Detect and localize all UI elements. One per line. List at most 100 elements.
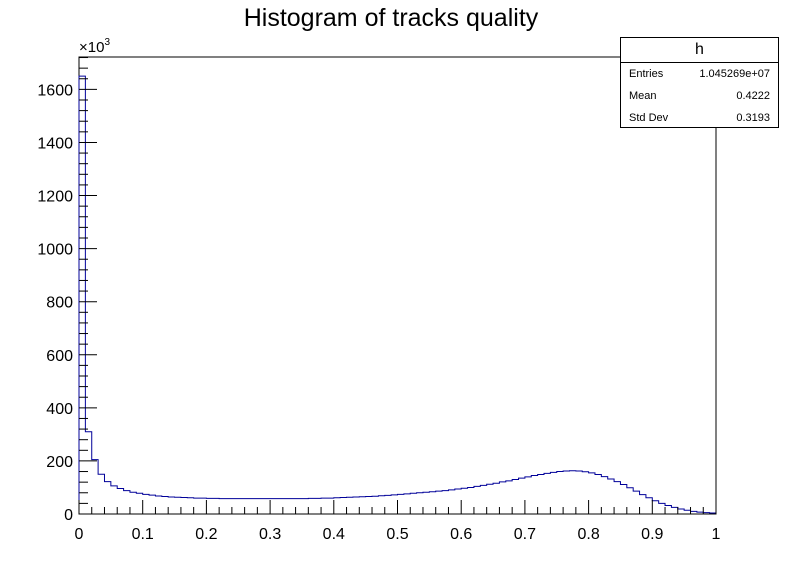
- histogram-bin: [149, 495, 155, 514]
- stats-histogram-name: h: [621, 38, 778, 63]
- histogram-bin: [130, 492, 136, 514]
- histogram-bin: [595, 474, 601, 514]
- chart-title: Histogram of tracks quality: [243, 4, 539, 32]
- histogram-bin: [296, 499, 302, 514]
- x-tick-label: 0.4: [323, 526, 345, 543]
- x-tick-label: 0.9: [641, 526, 663, 543]
- stats-row-stddev: Std Dev 0.3193: [621, 107, 778, 129]
- histogram-series: [78, 75, 717, 514]
- y-tick-label: 0: [64, 507, 73, 524]
- y-axis: 0 200 400 600 800 1000 1200 1400 1600: [37, 57, 97, 524]
- histogram-bin: [710, 513, 716, 514]
- histogram-bin: [474, 486, 480, 514]
- histogram-bin: [245, 499, 251, 514]
- x-tick-label: 0: [75, 526, 84, 543]
- histogram-bin: [697, 512, 703, 514]
- histogram-bin: [652, 501, 658, 514]
- histogram-bin: [321, 498, 327, 514]
- histogram-bin: [519, 478, 525, 514]
- histogram-bin: [302, 499, 308, 514]
- histogram-bin: [175, 497, 181, 514]
- y-tick-label: 600: [46, 348, 73, 365]
- histogram-bin: [640, 495, 646, 514]
- histogram-bin: [257, 499, 263, 514]
- x-tick-label: 0.5: [386, 526, 408, 543]
- histogram-bin: [372, 496, 378, 514]
- histogram-bin: [136, 493, 142, 514]
- histogram-bin: [557, 472, 563, 514]
- stats-box: h Entries 1.045269e+07 Mean 0.4222 Std D…: [620, 37, 779, 128]
- histogram-bin: [493, 483, 499, 514]
- histogram-bin: [582, 472, 588, 514]
- histogram-bin: [155, 496, 161, 514]
- histogram-bin: [334, 498, 340, 514]
- histogram-bin: [665, 506, 671, 514]
- y-tick-label: 400: [46, 401, 73, 418]
- histogram-bin: [436, 491, 442, 514]
- histogram-bin: [232, 499, 238, 514]
- histogram-bin: [487, 484, 493, 514]
- histogram-bin: [538, 474, 544, 514]
- histogram-bin: [366, 496, 372, 514]
- histogram-bin: [85, 432, 91, 514]
- histogram-bin: [576, 471, 582, 514]
- histogram-bin: [468, 487, 474, 514]
- histogram-bin: [308, 498, 314, 514]
- stats-mean-label: Mean: [629, 90, 657, 102]
- histogram-bin: [442, 491, 448, 514]
- histogram-bin: [327, 498, 333, 514]
- histogram-bin: [187, 498, 193, 514]
- y-multiplier-text: ×10: [79, 39, 104, 56]
- histogram-bin: [92, 460, 98, 514]
- x-tick-label: 1: [712, 526, 721, 543]
- histogram-bin: [569, 471, 575, 514]
- stats-entries-label: Entries: [629, 68, 664, 80]
- histogram-bin: [455, 489, 461, 514]
- histogram-bin: [98, 474, 104, 514]
- histogram-bin: [181, 498, 187, 514]
- histogram-bin: [79, 76, 85, 514]
- histogram-bin: [589, 473, 595, 514]
- histogram-bin: [385, 495, 391, 514]
- histogram-bin: [289, 499, 295, 514]
- histogram-bin: [614, 482, 620, 514]
- histogram-bin: [194, 498, 200, 514]
- histogram-bin: [429, 492, 435, 514]
- histogram-bin: [353, 497, 359, 514]
- histogram-bin: [659, 503, 665, 514]
- histogram-bin: [703, 513, 709, 514]
- histogram-bin: [512, 479, 518, 514]
- y-multiplier: ×103: [79, 37, 110, 56]
- histogram-bin: [359, 497, 365, 514]
- x-tick-label: 0.3: [259, 526, 281, 543]
- histogram-bin: [251, 499, 257, 514]
- histogram-bin: [213, 498, 219, 514]
- histogram-bin: [398, 494, 404, 514]
- histogram-bin: [563, 471, 569, 514]
- histogram-bin: [378, 496, 384, 514]
- histogram-bin: [550, 472, 556, 514]
- histogram-bin: [347, 497, 353, 514]
- histogram-bin: [417, 493, 423, 514]
- x-axis: 0 0.1 0.2 0.3 0.4 0.5 0.6 0.7 0.8 0.9 1: [75, 500, 721, 543]
- histogram-bin: [104, 482, 110, 514]
- histogram-outline: [78, 75, 717, 514]
- histogram-bin: [124, 491, 130, 514]
- histogram-bin: [620, 485, 626, 514]
- histogram-bin: [608, 479, 614, 514]
- histogram-bin: [270, 499, 276, 514]
- histogram-bin: [544, 473, 550, 514]
- histogram-bin: [633, 491, 639, 514]
- y-multiplier-exponent: 3: [104, 37, 110, 48]
- histogram-bin: [601, 477, 607, 514]
- stats-row-entries: Entries 1.045269e+07: [621, 63, 778, 85]
- histogram-bin: [200, 498, 206, 514]
- y-tick-label: 800: [46, 295, 73, 312]
- histogram-bin: [448, 490, 454, 514]
- x-tick-label: 0.1: [132, 526, 154, 543]
- stats-stddev-label: Std Dev: [629, 112, 669, 124]
- y-tick-label: 200: [46, 454, 73, 471]
- x-tick-label: 0.6: [450, 526, 472, 543]
- histogram-bin: [276, 499, 282, 514]
- histogram-bin: [111, 486, 117, 514]
